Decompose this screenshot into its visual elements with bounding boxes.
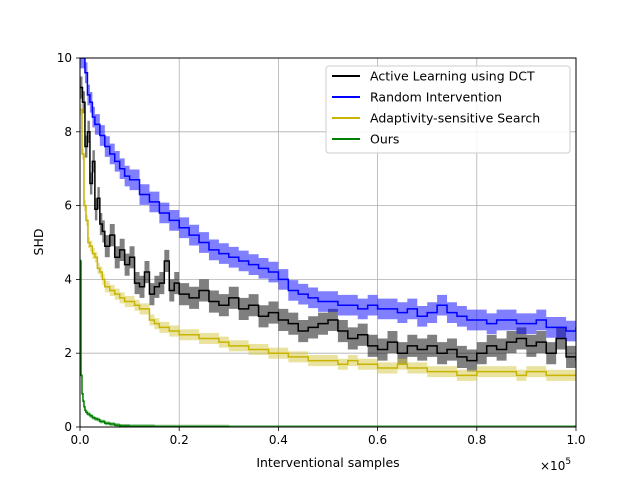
legend-label-active-learning-using-dct: Active Learning using DCT (370, 69, 535, 84)
legend-label-ours: Ours (370, 132, 399, 147)
legend: Active Learning using DCT Random Interven… (325, 65, 571, 154)
x-tick-label: 0.4 (269, 433, 288, 447)
x-tick-label: 0.0 (70, 433, 89, 447)
legend-label-adaptivity-sensitive-search: Adaptivity-sensitive Search (370, 111, 540, 126)
x-tick-label: 1.0 (566, 433, 585, 447)
y-tick-label: 0 (64, 420, 72, 434)
x-tick-label: 0.6 (368, 433, 387, 447)
x-tick-label: 0.8 (467, 433, 486, 447)
adaptivity-sensitive-search-line (80, 108, 576, 377)
ticks: 0.0 0.2 0.4 0.6 0.8 1.0 0 2 4 6 8 10 (57, 51, 586, 447)
plot-frame (79, 57, 577, 428)
active-learning-using-dct-confidence-band (80, 76, 576, 372)
random-intervention-line (80, 58, 576, 332)
series-layer (80, 58, 576, 427)
x-scale-multiplier: ×105 (540, 457, 571, 473)
x-scale-exponent: 5 (565, 457, 571, 467)
y-axis-label: SHD (31, 229, 46, 256)
y-tick-label: 6 (64, 199, 72, 213)
legend-label-random-intervention: Random Intervention (370, 90, 502, 105)
x-axis-label: Interventional samples (256, 455, 399, 470)
legend-box (325, 65, 571, 154)
x-tick-label: 0.2 (170, 433, 189, 447)
y-tick-label: 8 (64, 125, 72, 139)
x-scale-base: ×10 (540, 459, 565, 473)
y-tick-label: 4 (64, 272, 72, 286)
y-tick-label: 10 (57, 51, 72, 65)
y-tick-label: 2 (64, 346, 72, 360)
active-learning-using-dct-line (80, 86, 576, 362)
